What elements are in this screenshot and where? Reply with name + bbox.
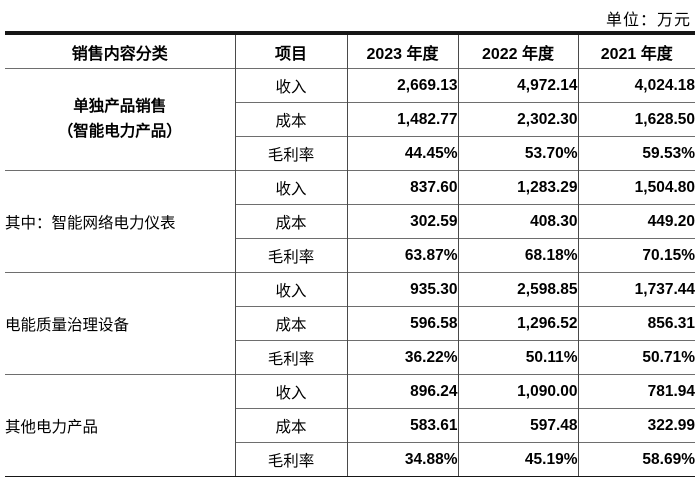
table-row: 成本 302.59 408.30 449.20 bbox=[5, 204, 695, 239]
value-cell-2023: 837.60 bbox=[346, 170, 459, 205]
header-item: 项目 bbox=[234, 32, 348, 69]
category-cell-power-quality-equipment: 电能质量治理设备 bbox=[5, 272, 236, 375]
value-cell-2022: 1,296.52 bbox=[457, 306, 579, 341]
value-cell-2021: 1,504.80 bbox=[577, 170, 695, 205]
item-label-cell: 收入 bbox=[234, 170, 348, 205]
table-row: 毛利率 44.45% 53.70% 59.53% bbox=[5, 136, 695, 171]
value-cell-2023: 44.45% bbox=[346, 136, 459, 171]
value-cell-2023: 34.88% bbox=[346, 442, 459, 477]
value-cell-2022: 68.18% bbox=[457, 238, 579, 273]
item-label-cell: 成本 bbox=[234, 408, 348, 443]
item-label-cell: 毛利率 bbox=[234, 238, 348, 273]
value-cell-2022: 2,302.30 bbox=[457, 102, 579, 137]
item-label-cell: 成本 bbox=[234, 306, 348, 341]
value-cell-2022: 50.11% bbox=[457, 340, 579, 375]
category-cell-smart-network-meters: 其中：智能网络电力仪表 bbox=[5, 170, 236, 273]
value-cell-2021: 4,024.18 bbox=[577, 68, 695, 103]
item-label-cell: 收入 bbox=[234, 374, 348, 409]
value-cell-2021: 856.31 bbox=[577, 306, 695, 341]
table-row: 其他电力产品 收入 896.24 1,090.00 781.94 bbox=[5, 374, 695, 477]
value-cell-2022: 53.70% bbox=[457, 136, 579, 171]
category-label-line: 单独产品销售 bbox=[73, 98, 167, 116]
value-cell-2021: 1,628.50 bbox=[577, 102, 695, 137]
value-cell-2023: 2,669.13 bbox=[346, 68, 459, 103]
value-cell-2021: 70.15% bbox=[577, 238, 695, 273]
value-cell-2021: 781.94 bbox=[577, 374, 695, 409]
item-label-cell: 收入 bbox=[234, 68, 348, 103]
value-cell-2023: 583.61 bbox=[346, 408, 459, 443]
value-cell-2023: 302.59 bbox=[346, 204, 459, 239]
table-row: 其中：智能网络电力仪表 收入 837.60 1,283.29 1,504.80 bbox=[5, 170, 695, 273]
header-year-2023: 2023 年度 bbox=[346, 32, 459, 69]
category-label-line: 其中：智能网络电力仪表 bbox=[5, 214, 176, 232]
item-label-cell: 毛利率 bbox=[234, 340, 348, 375]
value-cell-2022: 4,972.14 bbox=[457, 68, 579, 103]
value-cell-2021: 1,737.44 bbox=[577, 272, 695, 307]
value-cell-2021: 50.71% bbox=[577, 340, 695, 375]
value-cell-2023: 596.58 bbox=[346, 306, 459, 341]
category-label-line: 其他电力产品 bbox=[5, 418, 99, 436]
value-cell-2021: 449.20 bbox=[577, 204, 695, 239]
table-row: 毛利率 36.22% 50.11% 50.71% bbox=[5, 340, 695, 375]
value-cell-2023: 896.24 bbox=[346, 374, 459, 409]
value-cell-2023: 935.30 bbox=[346, 272, 459, 307]
sales-breakdown-table: 销售内容分类 项目 2023 年度 2022 年度 2021 年度 单独产品销售… bbox=[5, 31, 695, 477]
table-row: 成本 596.58 1,296.52 856.31 bbox=[5, 306, 695, 341]
value-cell-2022: 1,090.00 bbox=[457, 374, 579, 409]
header-sales-category: 销售内容分类 bbox=[5, 32, 236, 69]
table-row: 毛利率 63.87% 68.18% 70.15% bbox=[5, 238, 695, 273]
value-cell-2021: 322.99 bbox=[577, 408, 695, 443]
item-label-cell: 收入 bbox=[234, 272, 348, 307]
header-row: 销售内容分类 项目 2023 年度 2022 年度 2021 年度 bbox=[5, 32, 695, 69]
value-cell-2022: 408.30 bbox=[457, 204, 579, 239]
item-label-cell: 成本 bbox=[234, 204, 348, 239]
value-cell-2021: 59.53% bbox=[577, 136, 695, 171]
value-cell-2023: 1,482.77 bbox=[346, 102, 459, 137]
category-label-line: 电能质量治理设备 bbox=[5, 316, 130, 334]
value-cell-2022: 597.48 bbox=[457, 408, 579, 443]
item-label-cell: 毛利率 bbox=[234, 136, 348, 171]
table-row: 毛利率 34.88% 45.19% 58.69% bbox=[5, 442, 695, 477]
header-year-2022: 2022 年度 bbox=[457, 32, 579, 69]
unit-label: 单位：万元 bbox=[605, 12, 691, 29]
table-row: 成本 1,482.77 2,302.30 1,628.50 bbox=[5, 102, 695, 137]
table-row: 单独产品销售 （智能电力产品） 收入 2,669.13 4,972.14 4,0… bbox=[5, 68, 695, 171]
category-cell-standalone-products: 单独产品销售 （智能电力产品） bbox=[5, 68, 236, 171]
item-label-cell: 成本 bbox=[234, 102, 348, 137]
item-label-cell: 毛利率 bbox=[234, 442, 348, 477]
value-cell-2022: 2,598.85 bbox=[457, 272, 579, 307]
category-label-line: （智能电力产品） bbox=[57, 122, 182, 140]
value-cell-2023: 36.22% bbox=[346, 340, 459, 375]
value-cell-2022: 1,283.29 bbox=[457, 170, 579, 205]
header-year-2021: 2021 年度 bbox=[577, 32, 695, 69]
table-row: 电能质量治理设备 收入 935.30 2,598.85 1,737.44 bbox=[5, 272, 695, 375]
category-cell-other-power-products: 其他电力产品 bbox=[5, 374, 236, 477]
table-row: 成本 583.61 597.48 322.99 bbox=[5, 408, 695, 443]
value-cell-2021: 58.69% bbox=[577, 442, 695, 477]
value-cell-2023: 63.87% bbox=[346, 238, 459, 273]
value-cell-2022: 45.19% bbox=[457, 442, 579, 477]
